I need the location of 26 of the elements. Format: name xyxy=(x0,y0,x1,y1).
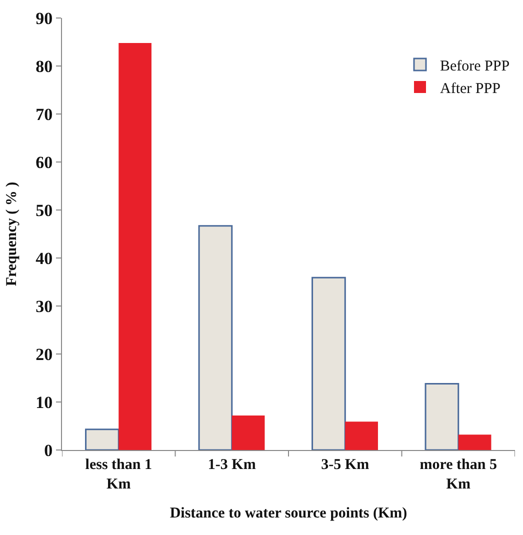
bar xyxy=(424,383,460,450)
y-tick-label: 80 xyxy=(36,56,53,76)
legend-label: After PPP xyxy=(440,80,500,97)
y-axis-title: Frequency ( % ) xyxy=(4,182,20,286)
bar xyxy=(118,42,152,450)
x-axis-title: Distance to water source points (Km) xyxy=(170,506,408,522)
bar xyxy=(198,225,233,450)
x-tick-label: 3-5 Km xyxy=(321,457,370,473)
y-tick-label: 10 xyxy=(36,392,53,412)
bar xyxy=(312,276,346,450)
x-tick-label: 1-3 Km xyxy=(208,457,256,473)
y-tick-label: 60 xyxy=(36,152,53,172)
x-tick-label: more than 5 Km xyxy=(420,457,497,492)
y-tick-label: 20 xyxy=(36,344,53,364)
y-tick-label: 90 xyxy=(36,8,53,28)
bar xyxy=(458,434,492,450)
y-tick-label: 40 xyxy=(36,248,53,268)
bar xyxy=(232,415,265,450)
x-tick-label: less than 1 Km xyxy=(85,457,152,492)
y-tick-label: 70 xyxy=(36,104,53,124)
y-tick-label: 0 xyxy=(44,440,53,460)
y-tick-label: 50 xyxy=(36,200,53,220)
y-tick-label: 30 xyxy=(36,296,53,316)
legend-label: Before PPP xyxy=(440,58,510,74)
bar xyxy=(85,428,120,450)
bar xyxy=(345,422,378,450)
